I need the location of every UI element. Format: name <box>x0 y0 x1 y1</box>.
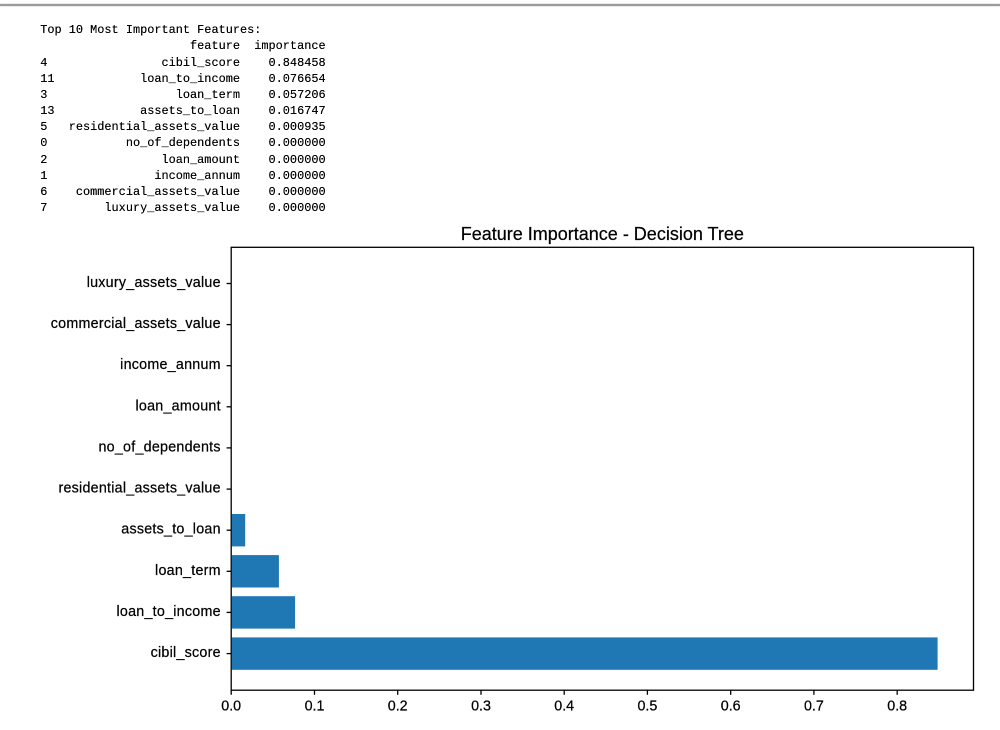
svg-text:0.7: 0.7 <box>804 698 824 714</box>
svg-text:assets_to_loan: assets_to_loan <box>121 522 221 538</box>
svg-text:0.4: 0.4 <box>554 698 574 714</box>
svg-text:loan_amount: loan_amount <box>135 398 220 414</box>
svg-text:no_of_dependents: no_of_dependents <box>98 439 220 455</box>
svg-text:Feature Importance - Decision: Feature Importance - Decision Tree <box>461 224 744 244</box>
svg-text:loan_term: loan_term <box>155 563 221 579</box>
svg-text:0.2: 0.2 <box>388 698 408 714</box>
svg-text:luxury_assets_value: luxury_assets_value <box>87 275 221 291</box>
svg-text:0.0: 0.0 <box>221 698 241 714</box>
svg-text:residential_assets_value: residential_assets_value <box>58 481 220 497</box>
svg-text:0.6: 0.6 <box>721 698 741 714</box>
svg-text:0.5: 0.5 <box>637 698 657 714</box>
svg-text:cibil_score: cibil_score <box>151 645 221 661</box>
svg-text:commercial_assets_value: commercial_assets_value <box>51 316 221 332</box>
svg-text:income_annum: income_annum <box>120 357 221 373</box>
svg-text:0.3: 0.3 <box>471 698 491 714</box>
svg-text:loan_to_income: loan_to_income <box>116 604 220 620</box>
svg-text:0.8: 0.8 <box>887 698 907 714</box>
svg-text:0.1: 0.1 <box>305 698 325 714</box>
